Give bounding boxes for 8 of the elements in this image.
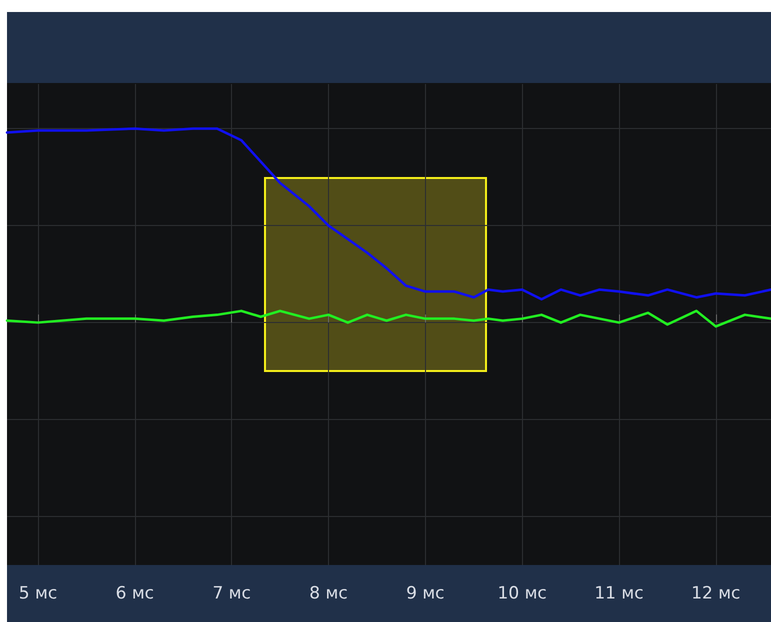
x-tick-label: 8 мс bbox=[309, 584, 348, 604]
x-tick-label: 9 мс bbox=[406, 584, 445, 604]
x-tick-label: 11 мс bbox=[594, 584, 644, 604]
x-tick-label: 7 мс bbox=[212, 584, 251, 604]
x-tick-label: 12 мс bbox=[691, 584, 740, 604]
x-tick-label: 6 мс bbox=[116, 584, 154, 604]
x-tick-label: 5 мс bbox=[18, 584, 58, 604]
x-tick-label: 10 мс bbox=[498, 584, 547, 604]
